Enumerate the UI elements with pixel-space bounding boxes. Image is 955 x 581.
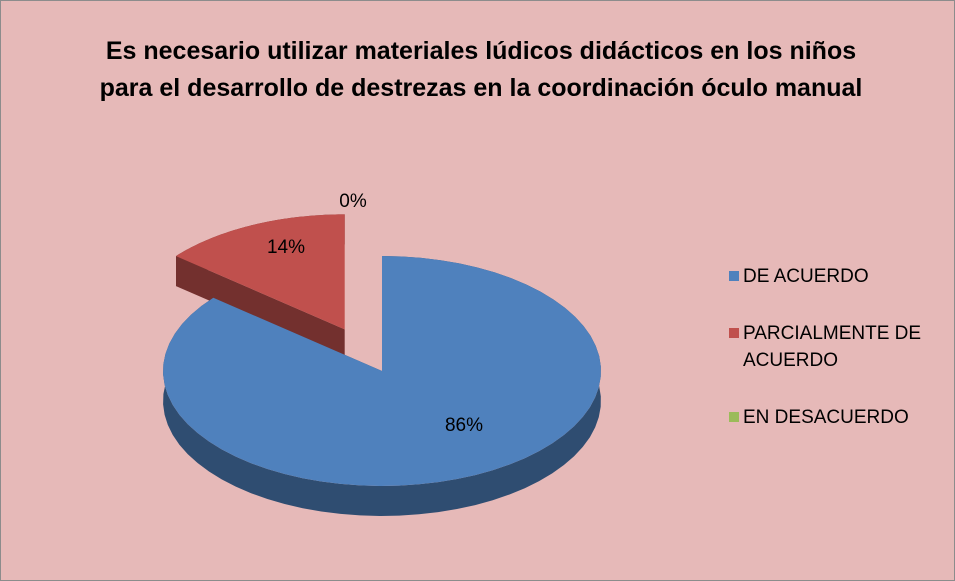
legend: DE ACUERDO PARCIALMENTE DE ACUERDO EN DESA… — [729, 263, 954, 461]
data-label: 86% — [445, 415, 483, 436]
legend-label: DE ACUERDO — [743, 266, 869, 287]
legend-label: EN DESACUERDO — [743, 407, 909, 428]
legend-item: PARCIALMENTE DE ACUERDO — [729, 320, 954, 374]
legend-item: DE ACUERDO — [729, 263, 954, 290]
slice — [163, 256, 601, 486]
legend-item: EN DESACUERDO — [729, 404, 954, 431]
legend-swatch — [729, 271, 739, 281]
legend-swatch — [729, 412, 739, 422]
data-label: 14% — [267, 237, 305, 258]
legend-swatch — [729, 328, 739, 338]
slice-wall — [176, 256, 345, 360]
data-label: 0% — [339, 191, 367, 212]
slice — [176, 214, 345, 330]
chart-title: Es necesario utilizar materiales lúdicos… — [99, 37, 863, 102]
legend-label: PARCIALMENTE DE ACUERDO — [743, 323, 922, 371]
